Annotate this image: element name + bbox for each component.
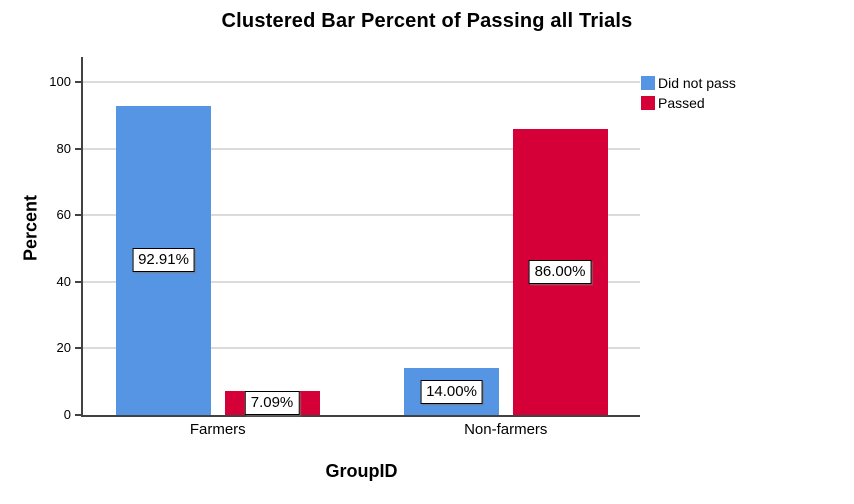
legend-swatch xyxy=(641,96,655,110)
plot-area: 0 20 40 60 80 100 92.91% 14.00% 7.09% 86.00% Farme… xyxy=(49,57,640,438)
y-tick-mark xyxy=(75,280,81,283)
x-axis-line xyxy=(81,415,640,417)
y-tick-label: 80 xyxy=(56,140,71,156)
y-axis-line xyxy=(81,57,83,417)
y-tick-mark xyxy=(75,414,81,416)
y-tick-mark xyxy=(75,147,81,150)
legend-item: Passed xyxy=(641,93,736,113)
y-tick-label: 40 xyxy=(56,273,71,289)
bar-value-label: 92.91% xyxy=(132,248,195,273)
bar-value-label: 86.00% xyxy=(528,259,592,284)
legend-label: Did not pass xyxy=(658,75,736,91)
y-tick-mark xyxy=(75,347,81,350)
gridline xyxy=(83,347,640,350)
y-tick-label: 100 xyxy=(49,74,71,89)
legend-swatch xyxy=(641,76,655,90)
gridline xyxy=(83,214,640,217)
bar-value-label: 14.00% xyxy=(420,379,483,404)
x-axis-title: GroupID xyxy=(325,461,398,481)
bar-value-label: 7.09% xyxy=(244,391,300,416)
gridline xyxy=(83,280,640,283)
y-tick-label: 20 xyxy=(56,340,71,356)
y-tick-mark xyxy=(75,81,81,83)
legend: Did not pass Passed xyxy=(641,73,736,113)
category-label: Non-farmers xyxy=(464,421,548,438)
y-axis-title: Percent xyxy=(20,194,41,262)
y-tick-label: 60 xyxy=(56,207,71,223)
gridline xyxy=(83,81,640,83)
legend-label: Passed xyxy=(658,95,705,111)
y-tick-label: 0 xyxy=(63,407,71,422)
legend-item: Did not pass xyxy=(641,73,736,93)
chart-title: Clustered Bar Percent of Passing all Tri… xyxy=(221,10,633,32)
category-label: Farmers xyxy=(189,421,246,438)
y-tick-mark xyxy=(75,214,81,217)
gridline xyxy=(83,147,640,150)
